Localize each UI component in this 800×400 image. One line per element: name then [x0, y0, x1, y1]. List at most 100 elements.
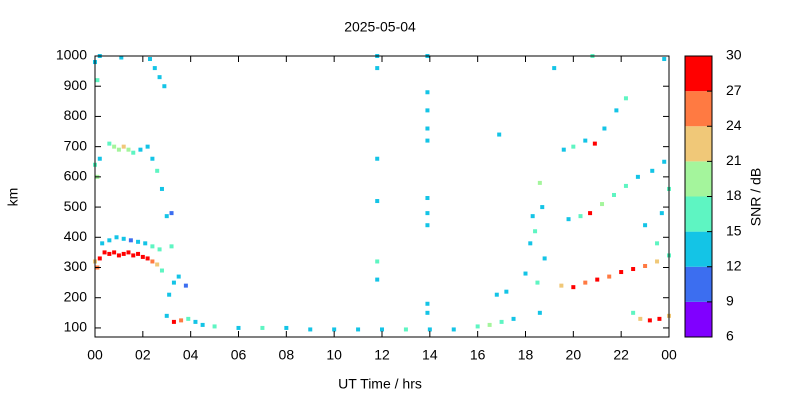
echo-point — [662, 57, 667, 62]
echo-point — [588, 211, 593, 216]
echo-point — [138, 147, 143, 152]
colorbar-band — [685, 266, 712, 302]
x-axis-label: UT Time / hrs — [338, 376, 422, 392]
x-tick-label: 02 — [135, 347, 151, 363]
echo-point — [97, 256, 102, 261]
echo-point — [535, 280, 540, 285]
x-tick-label: 16 — [470, 347, 486, 363]
echo-point — [145, 256, 150, 261]
colorbar-tick-label: 24 — [726, 117, 742, 133]
echo-point — [631, 310, 636, 315]
y-tick-label: 1000 — [56, 47, 87, 63]
echo-point — [200, 322, 205, 327]
echo-point — [643, 263, 648, 268]
echo-point — [595, 277, 600, 282]
echo-point — [607, 274, 612, 279]
echo-point — [107, 238, 112, 243]
echo-point — [169, 211, 174, 216]
echo-point — [140, 254, 145, 259]
echo-point — [107, 251, 112, 256]
echo-point — [657, 316, 662, 321]
echo-point — [631, 267, 636, 272]
plot-frame — [94, 55, 670, 338]
colorbar-band — [685, 231, 712, 267]
echo-point — [662, 159, 667, 164]
echo-point — [380, 327, 384, 332]
echo-point — [647, 318, 652, 323]
echo-point — [131, 150, 136, 155]
echo-point — [375, 259, 380, 264]
echo-point — [425, 90, 430, 95]
y-tick-label: 200 — [64, 288, 88, 304]
x-tick-label: 06 — [231, 347, 247, 363]
x-tick-label: 20 — [566, 347, 582, 363]
colorbar-band — [685, 161, 712, 197]
echo-point — [499, 319, 504, 324]
colorbar-band — [685, 91, 712, 127]
colorbar-band — [685, 56, 712, 92]
x-tick-label: 12 — [374, 347, 390, 363]
echo-point — [494, 292, 499, 297]
echo-point — [284, 325, 289, 330]
echo-point — [179, 318, 184, 323]
colorbar-tick-label: 18 — [726, 187, 742, 203]
echo-point — [530, 214, 535, 219]
echo-point — [150, 156, 155, 161]
colorbar-band — [685, 126, 712, 162]
echo-point — [497, 132, 502, 137]
echo-point — [356, 327, 361, 332]
echo-point — [157, 75, 162, 80]
echo-point — [152, 66, 157, 71]
echo-point — [136, 251, 141, 256]
echo-point — [425, 196, 430, 201]
echo-point — [427, 327, 432, 332]
echo-point — [121, 236, 126, 241]
echo-point — [121, 251, 126, 256]
x-tick-label: 14 — [422, 347, 438, 363]
echo-point — [425, 211, 430, 216]
colorbar-tick-label: 6 — [726, 328, 734, 344]
echo-point — [619, 270, 624, 275]
echo-point — [375, 199, 380, 204]
echo-point — [131, 253, 136, 258]
echo-point — [583, 138, 588, 143]
echo-point — [540, 205, 545, 210]
colorbar-tick-label: 12 — [726, 257, 742, 273]
echo-point — [475, 324, 480, 329]
echo-point — [183, 283, 188, 288]
colorbar-band — [685, 301, 712, 337]
echo-point — [150, 259, 155, 264]
echo-point — [578, 214, 583, 219]
echo-point — [623, 183, 628, 188]
echo-point — [566, 217, 571, 222]
echo-point — [171, 280, 176, 285]
echo-point — [487, 322, 492, 327]
echo-point — [592, 141, 597, 146]
echo-point — [635, 174, 640, 179]
echo-point — [537, 180, 542, 185]
echo-point — [614, 108, 619, 113]
y-tick-label: 600 — [64, 168, 88, 184]
echo-point — [186, 316, 191, 321]
echo-point — [169, 244, 174, 249]
echo-point — [643, 223, 648, 228]
echo-point — [602, 126, 607, 131]
echo-point — [164, 214, 169, 219]
echo-point — [121, 144, 126, 149]
echo-point — [107, 141, 112, 146]
chart-title: 2025-05-04 — [344, 19, 416, 35]
echo-point — [148, 57, 153, 62]
echo-point — [157, 247, 162, 252]
echo-point — [523, 271, 528, 276]
echo-point — [623, 96, 628, 101]
echo-point — [537, 310, 542, 315]
echo-point — [155, 168, 160, 173]
echo-point — [528, 241, 533, 246]
echo-point — [155, 262, 160, 267]
echo-point — [571, 144, 576, 149]
y-tick-label: 100 — [64, 319, 88, 335]
echo-point — [571, 285, 576, 290]
echo-point — [112, 144, 117, 149]
y-tick-label: 800 — [64, 107, 88, 123]
